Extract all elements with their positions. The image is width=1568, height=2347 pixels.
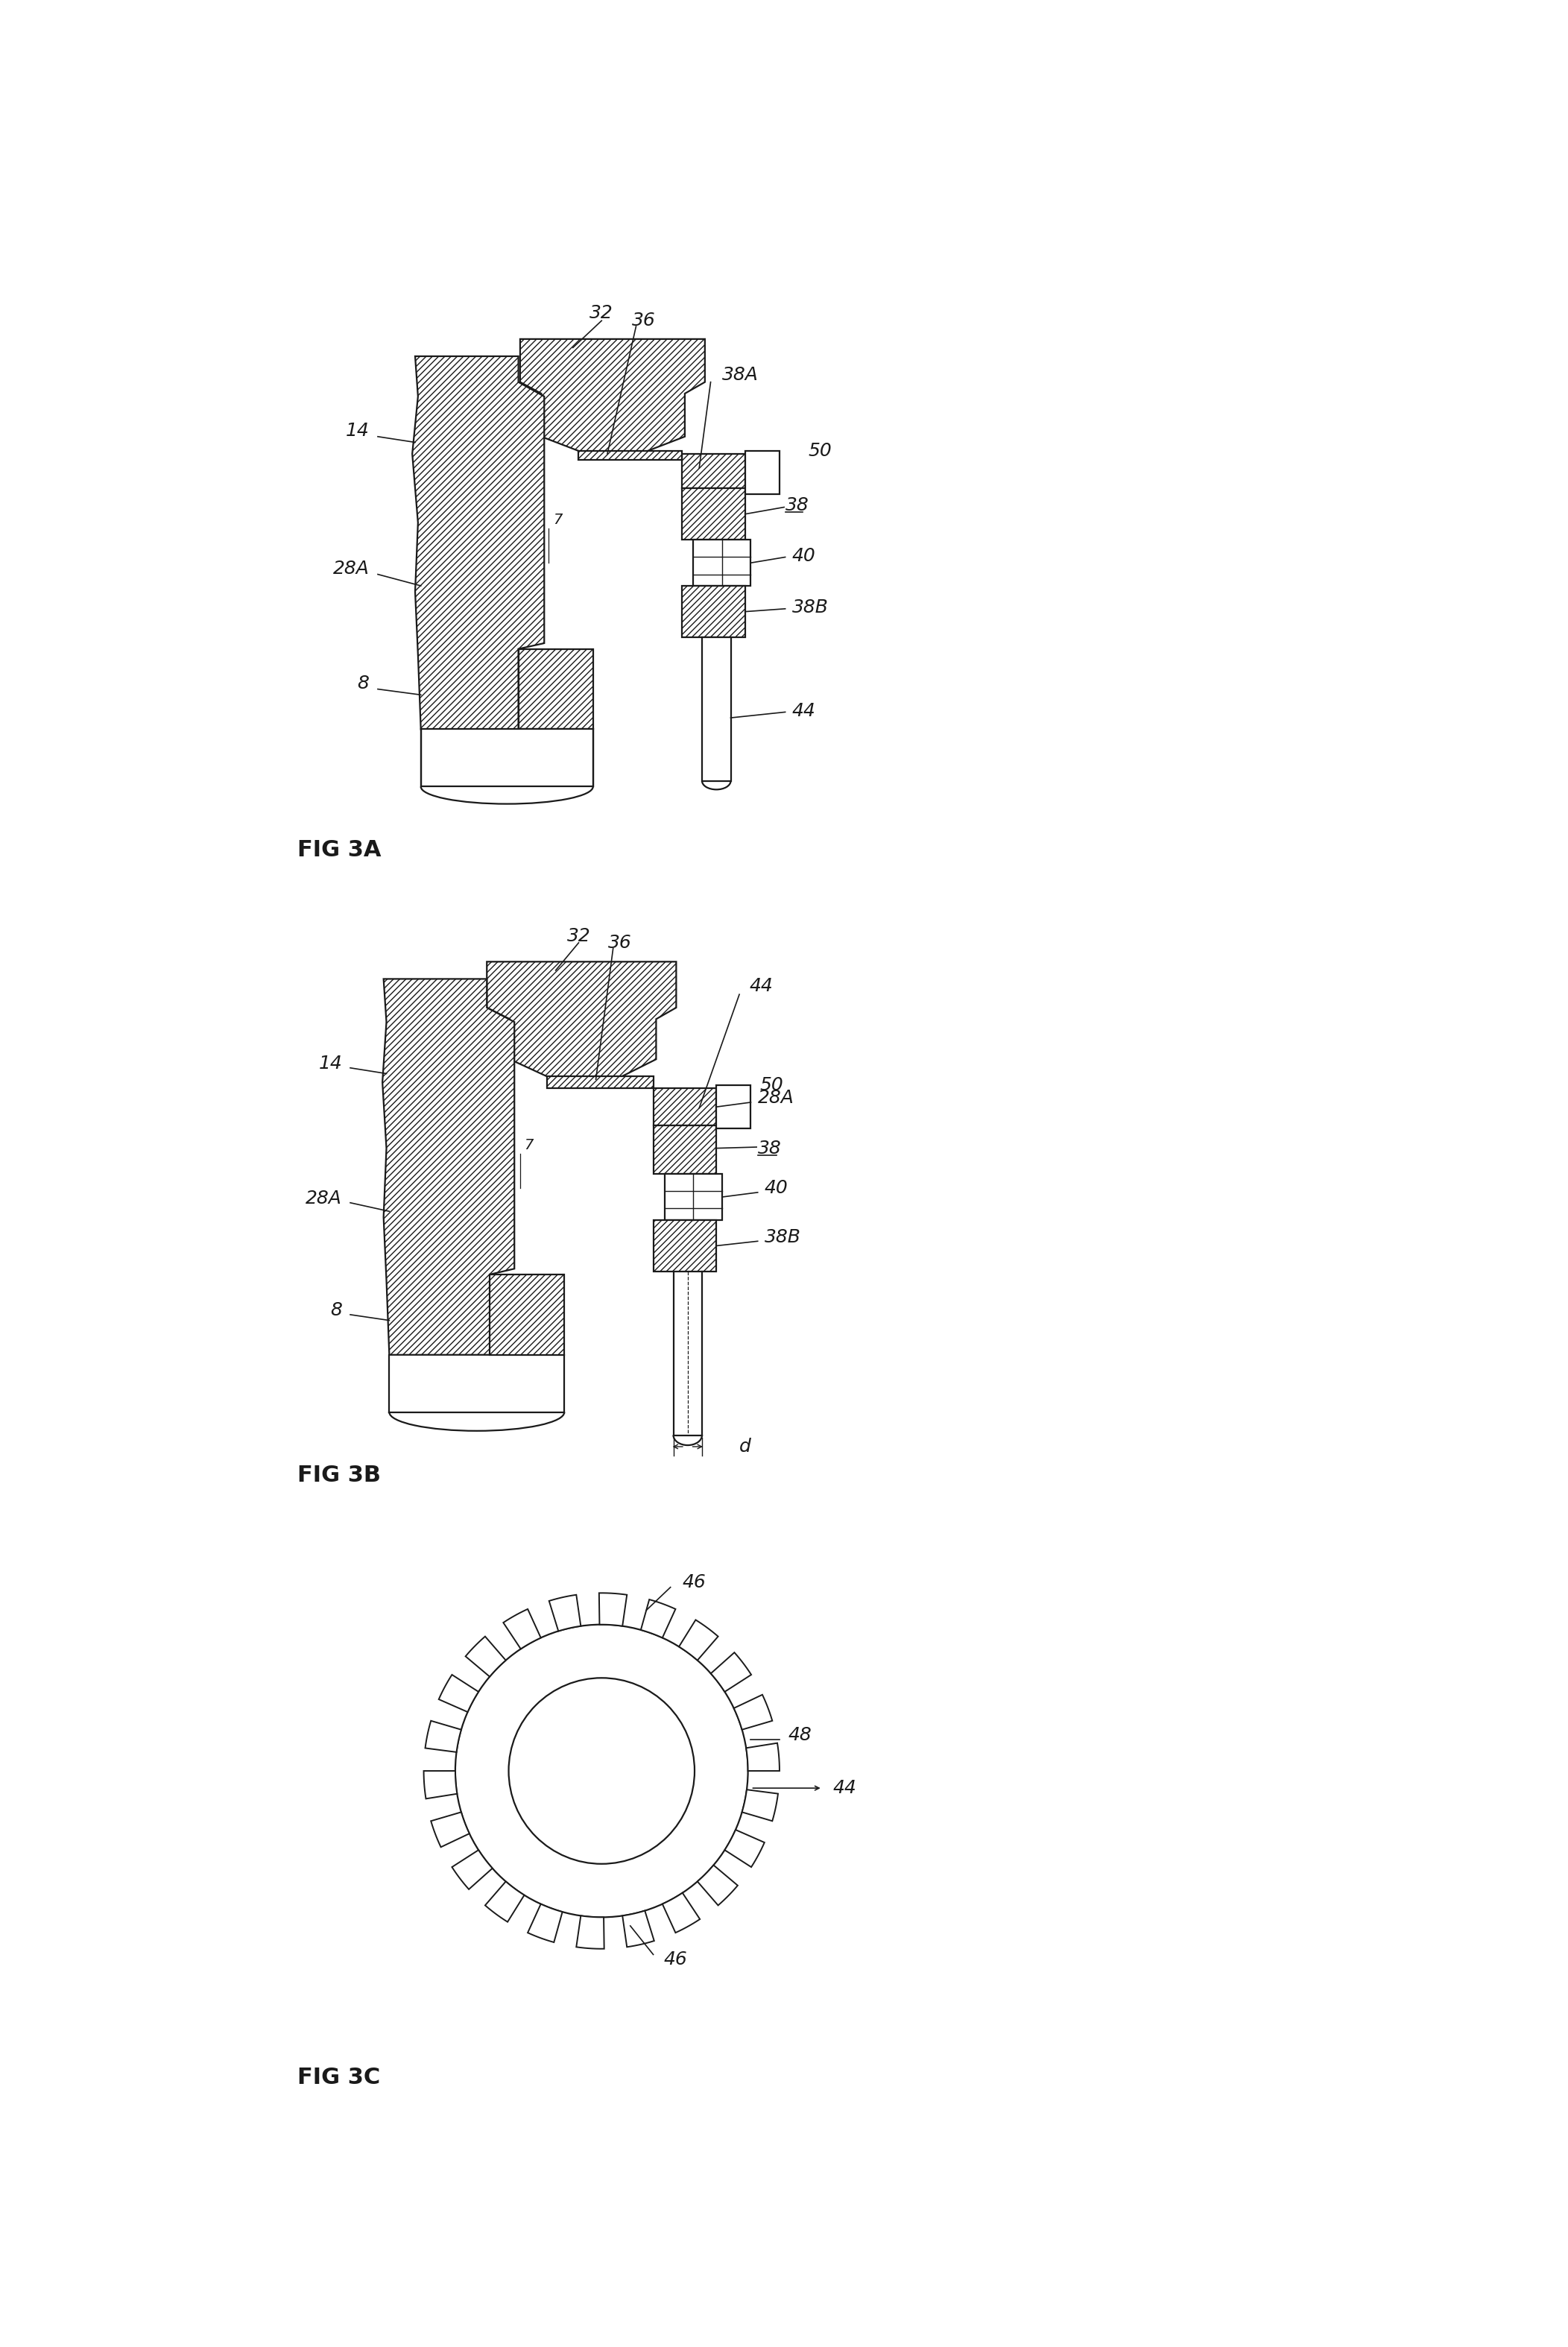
- Polygon shape: [577, 1915, 604, 1948]
- Text: 38B: 38B: [792, 598, 828, 617]
- Polygon shape: [452, 1849, 492, 1889]
- Polygon shape: [702, 638, 731, 782]
- Polygon shape: [682, 587, 745, 638]
- Text: 44: 44: [750, 976, 773, 995]
- Polygon shape: [665, 1174, 723, 1220]
- Text: FIG 3C: FIG 3C: [298, 2068, 381, 2089]
- Text: 50: 50: [808, 441, 833, 460]
- Polygon shape: [710, 1652, 751, 1692]
- Polygon shape: [521, 338, 706, 460]
- Polygon shape: [745, 451, 779, 493]
- Polygon shape: [383, 979, 514, 1354]
- Polygon shape: [734, 1695, 773, 1730]
- Polygon shape: [485, 1882, 524, 1922]
- Text: 32: 32: [566, 927, 591, 946]
- Text: 44: 44: [833, 1779, 856, 1798]
- Polygon shape: [724, 1831, 765, 1868]
- Text: 48: 48: [789, 1727, 812, 1744]
- Text: FIG 3B: FIG 3B: [298, 1465, 381, 1486]
- Text: 46: 46: [663, 1950, 687, 1969]
- Text: 38: 38: [757, 1138, 781, 1157]
- Text: 8: 8: [331, 1300, 342, 1319]
- Text: 7: 7: [524, 1138, 533, 1152]
- Polygon shape: [679, 1619, 718, 1659]
- Polygon shape: [742, 1791, 778, 1821]
- Polygon shape: [599, 1594, 627, 1626]
- Polygon shape: [549, 1596, 580, 1631]
- Text: 46: 46: [682, 1575, 706, 1591]
- Polygon shape: [654, 1220, 717, 1272]
- Text: 38A: 38A: [723, 366, 759, 383]
- Text: 38: 38: [786, 498, 809, 514]
- Text: 50: 50: [759, 1077, 782, 1094]
- Text: 28A: 28A: [757, 1089, 793, 1108]
- Polygon shape: [431, 1812, 469, 1847]
- Text: 28A: 28A: [306, 1190, 342, 1206]
- Text: d: d: [740, 1439, 751, 1455]
- Polygon shape: [423, 1772, 458, 1798]
- Text: 7: 7: [554, 512, 561, 526]
- Polygon shape: [682, 488, 745, 540]
- Polygon shape: [654, 1089, 717, 1124]
- Text: 8: 8: [358, 674, 368, 692]
- Polygon shape: [412, 357, 544, 730]
- Polygon shape: [682, 453, 745, 488]
- Polygon shape: [693, 540, 751, 587]
- Polygon shape: [519, 648, 593, 730]
- Polygon shape: [425, 1720, 461, 1753]
- Polygon shape: [746, 1744, 779, 1772]
- Circle shape: [455, 1624, 748, 1917]
- Polygon shape: [439, 1676, 478, 1711]
- Polygon shape: [698, 1866, 737, 1906]
- Polygon shape: [466, 1636, 506, 1676]
- Circle shape: [508, 1678, 695, 1864]
- Polygon shape: [622, 1910, 654, 1948]
- Text: 36: 36: [632, 312, 655, 329]
- Text: 32: 32: [590, 305, 613, 322]
- Polygon shape: [662, 1894, 699, 1932]
- Text: 14: 14: [345, 422, 368, 439]
- Text: 40: 40: [792, 547, 815, 566]
- Text: 44: 44: [792, 702, 815, 721]
- Text: FIG 3A: FIG 3A: [298, 838, 381, 861]
- Polygon shape: [503, 1610, 541, 1650]
- Polygon shape: [547, 1077, 654, 1089]
- Polygon shape: [486, 962, 676, 1084]
- Text: 40: 40: [765, 1181, 789, 1197]
- Text: 36: 36: [608, 934, 632, 953]
- Text: 38B: 38B: [765, 1227, 801, 1246]
- Polygon shape: [641, 1601, 676, 1638]
- Polygon shape: [489, 1274, 564, 1354]
- Text: 28A: 28A: [332, 559, 368, 577]
- Bar: [420, 730, 593, 786]
- Polygon shape: [528, 1903, 563, 1943]
- Polygon shape: [579, 451, 682, 460]
- Text: 14: 14: [318, 1054, 342, 1073]
- Polygon shape: [654, 1124, 717, 1174]
- Polygon shape: [717, 1084, 751, 1129]
